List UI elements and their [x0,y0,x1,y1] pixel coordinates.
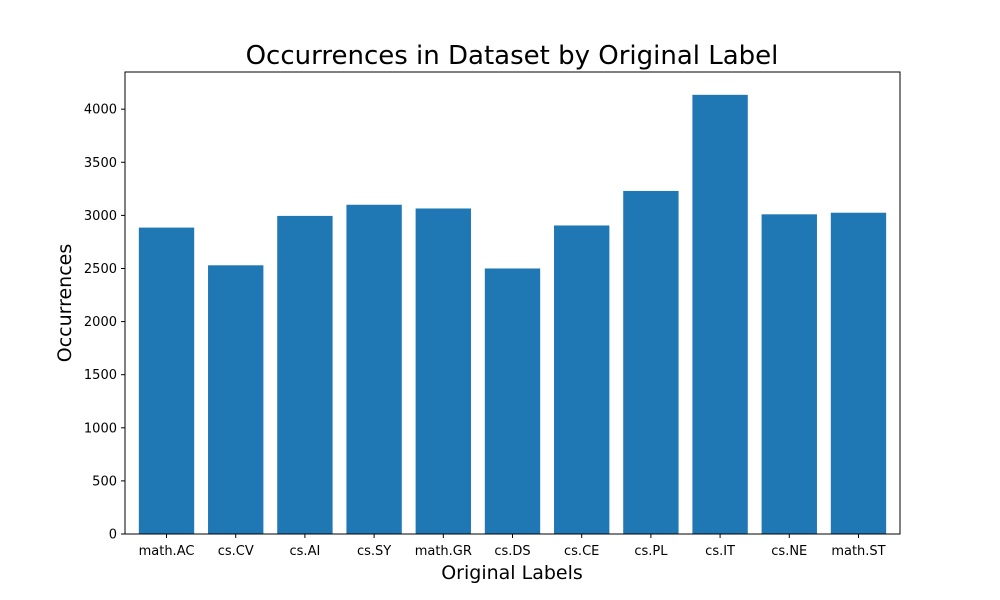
bar-math-ac [138,227,195,534]
bar-cs-it [692,94,748,535]
x-tick-label: cs.CV [218,544,254,559]
x-tick-label: cs.IT [705,544,735,559]
bar-cs-sy [346,204,402,535]
y-tick-label: 500 [92,474,117,489]
x-axis-ticks: math.AC cs.CV cs.AI cs.SY math.GR cs.DS cs.CE c… [139,534,886,559]
bar-cs-ai [277,215,333,534]
bar-math-gr [415,208,471,534]
bar-cs-ds [484,268,541,534]
x-tick-label: math.AC [139,544,195,559]
plot-frame [124,71,901,535]
y-axis-ticks: 0 500 1000 1500 2000 2500 3000 3500 4000 [84,103,125,543]
y-tick-label: 3000 [84,209,117,224]
y-tick-label: 2500 [84,262,117,277]
x-tick-label: cs.CE [564,544,599,559]
y-tick-label: 3500 [84,156,117,171]
x-tick-label: cs.AI [290,544,321,559]
y-tick-label: 4000 [84,103,117,118]
x-axis-label: Original Labels [441,562,583,584]
y-tick-label: 1500 [84,368,117,383]
chart-title: Occurrences in Dataset by Original Label [246,41,779,71]
y-tick-label: 0 [109,528,117,543]
x-tick-label: math.ST [831,544,885,559]
x-tick-label: cs.DS [494,544,530,559]
bar-cs-ne [761,214,817,534]
y-axis-label: Occurrences [54,244,76,363]
bars-group [138,94,887,535]
y-tick-label: 1000 [84,421,117,436]
bar-cs-ce [554,225,610,534]
bar-cs-pl [623,190,679,534]
x-tick-label: cs.PL [634,544,668,559]
x-tick-label: cs.SY [357,544,391,559]
x-tick-label: math.GR [415,544,472,559]
x-tick-label: cs.NE [771,544,807,559]
bar-math-st [830,212,887,535]
y-tick-label: 2000 [84,315,117,330]
bar-cs-cv [208,265,264,534]
